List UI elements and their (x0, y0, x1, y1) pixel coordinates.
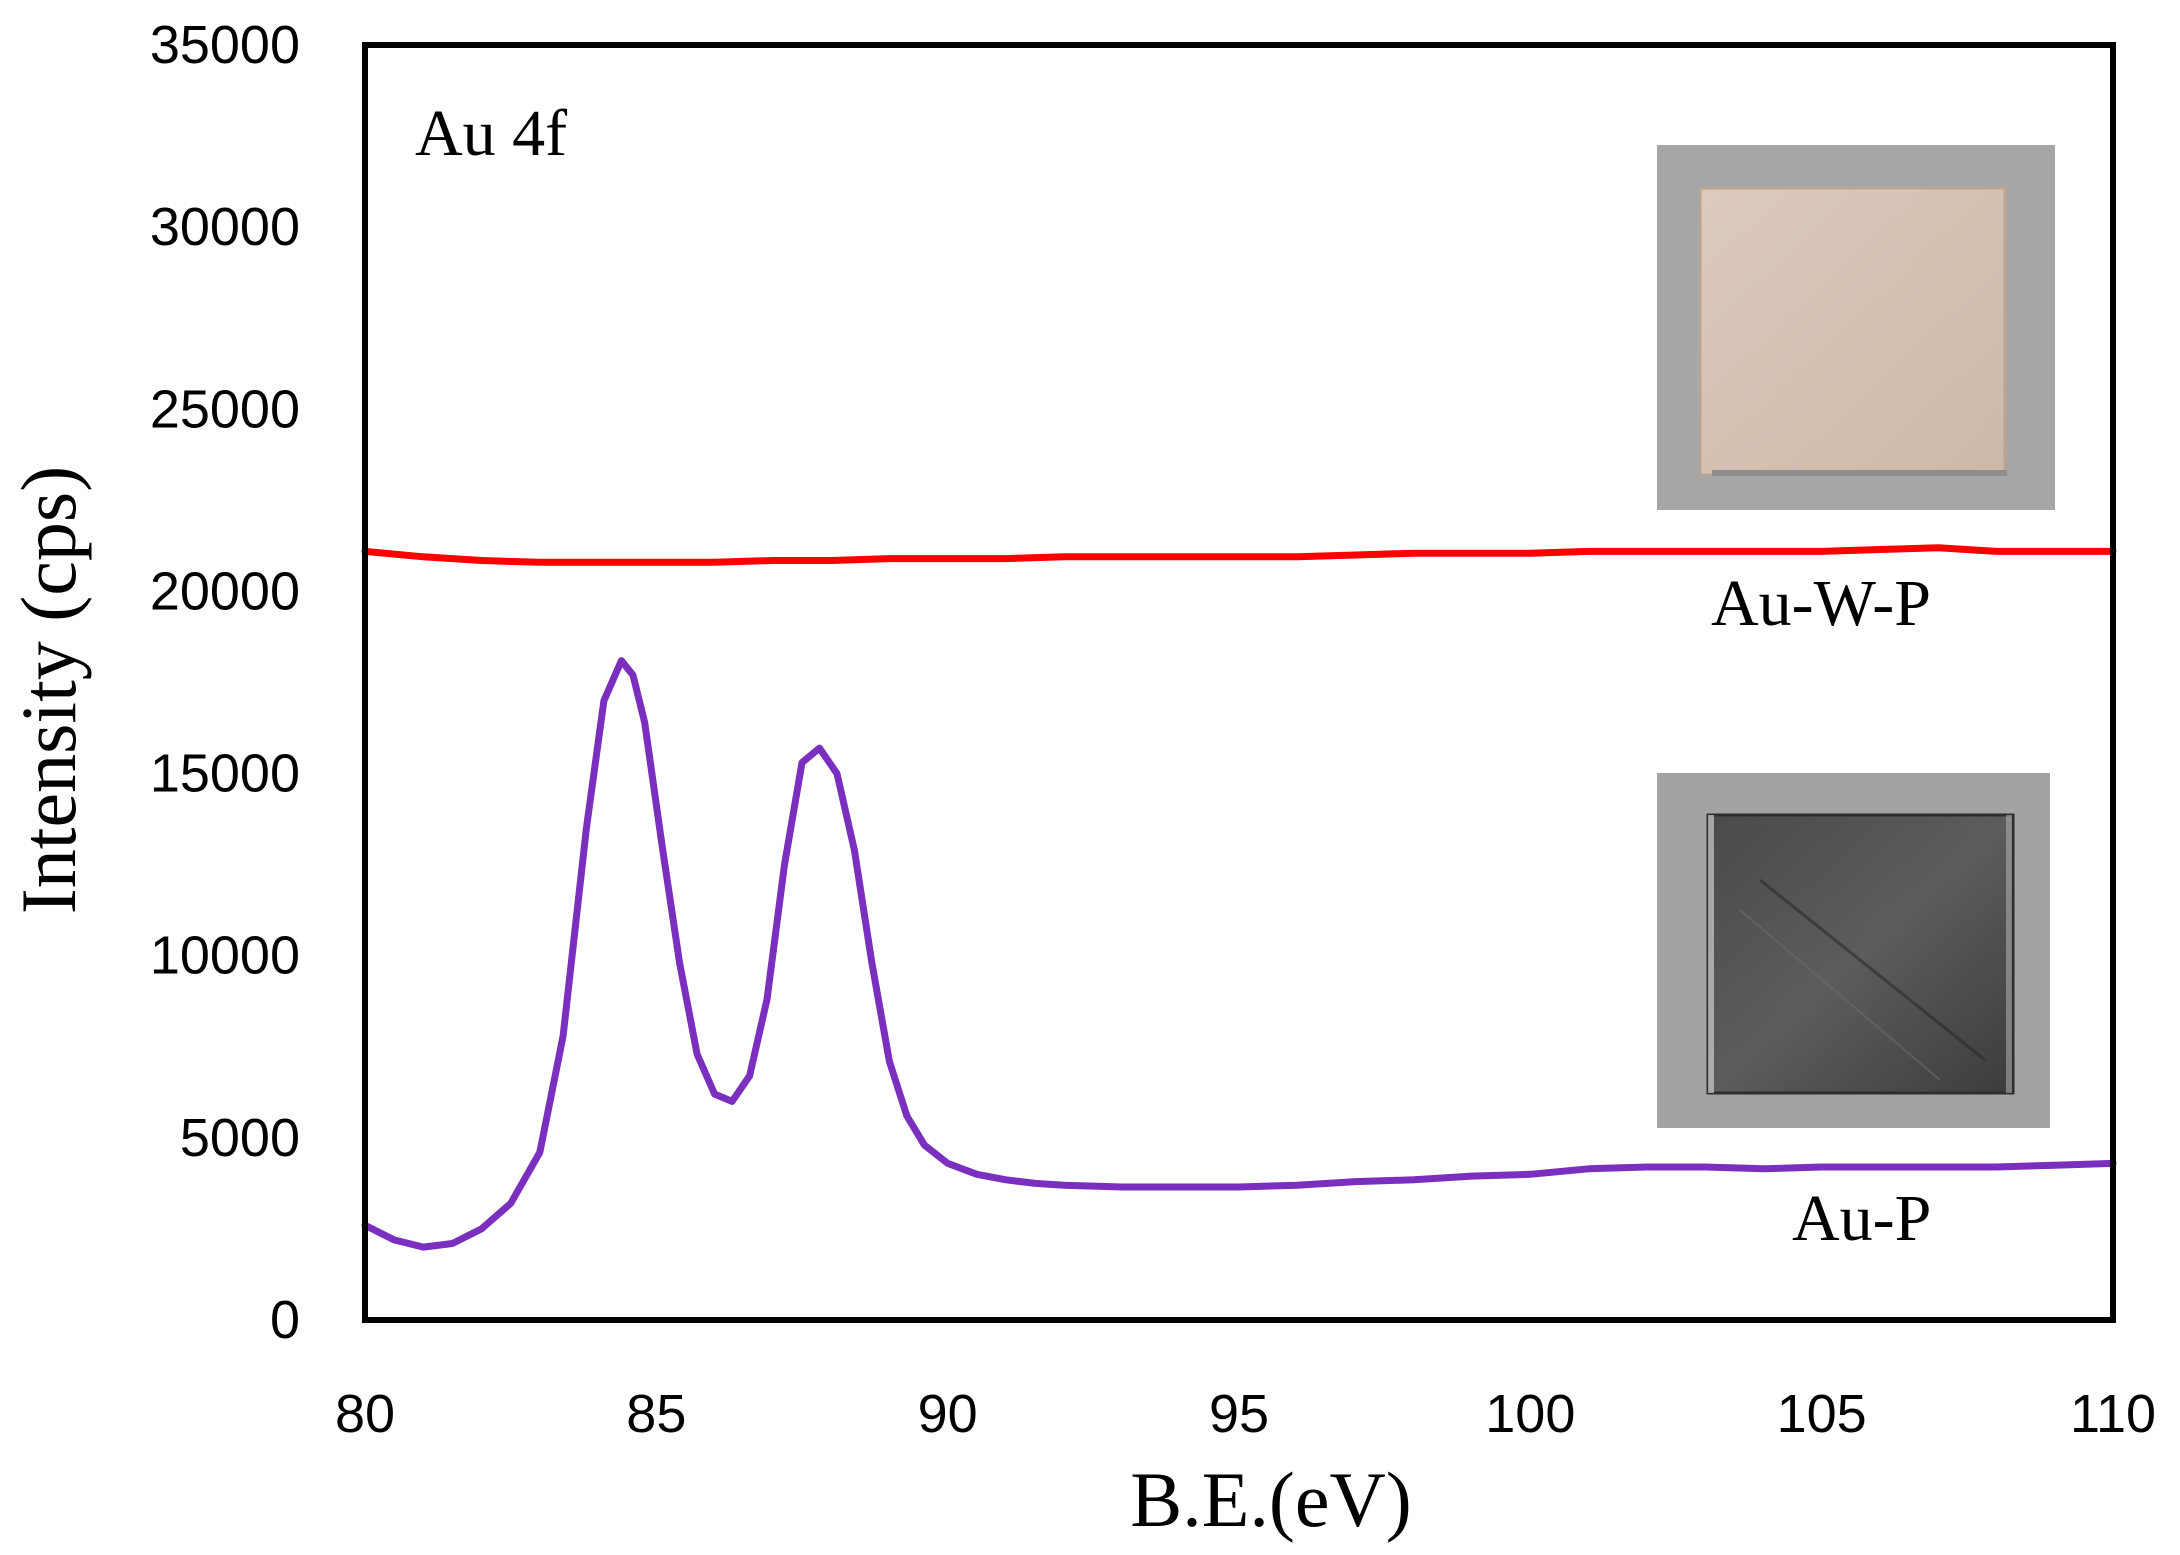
y-axis-title: Intensity (cps) (5, 466, 92, 914)
series-layer (361, 544, 2117, 1251)
y-tick-label: 35000 (150, 15, 300, 75)
y-tick-label: 20000 (150, 561, 300, 621)
y-tick-label: 15000 (150, 744, 300, 804)
y-tick-label: 25000 (150, 379, 300, 439)
series-label-au-p: Au-P (1792, 1182, 1931, 1255)
y-tick-label: 30000 (150, 197, 300, 257)
x-axis-title: B.E.(eV) (1130, 1456, 1412, 1543)
inset-photo-au-w-p (1657, 145, 2055, 510)
y-tick-label: 5000 (180, 1108, 300, 1168)
inset-photo-au-p (1657, 773, 2050, 1128)
series-label-au-w-p: Au-W-P (1711, 567, 1931, 640)
x-tick-label: 85 (626, 1384, 686, 1444)
x-tick-label: 95 (1209, 1384, 1269, 1444)
x-tick-label: 80 (335, 1384, 395, 1444)
series-line-au-p (361, 657, 2117, 1251)
panel-label: Au 4f (415, 97, 567, 170)
x-tick-label: 110 (2070, 1384, 2156, 1444)
x-tick-label: 90 (918, 1384, 978, 1444)
y-tick-label: 10000 (150, 926, 300, 986)
plot-frame (362, 42, 2116, 1323)
x-tick-label: 105 (1777, 1384, 1867, 1444)
y-axis-tick-labels: 0 5000 10000 15000 20000 25000 30000 35000 (150, 15, 300, 1350)
x-tick-label: 100 (1485, 1384, 1575, 1444)
x-axis-tick-labels: 80 85 90 95 100 105 110 (335, 1384, 2156, 1444)
series-line-au-w-p (361, 544, 2117, 566)
y-tick-label: 0 (270, 1290, 300, 1350)
